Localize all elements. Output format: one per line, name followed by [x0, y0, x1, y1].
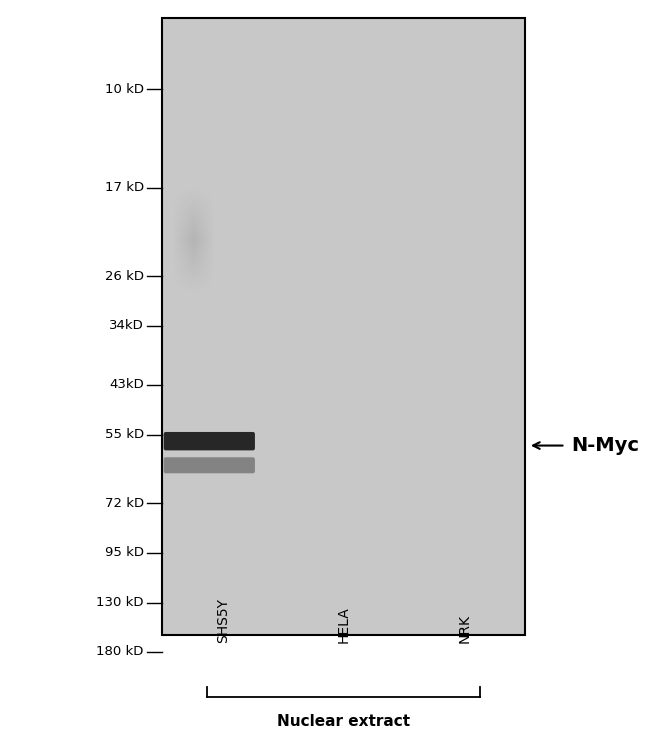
Text: 43kD: 43kD: [109, 378, 144, 391]
Bar: [162, 18, 525, 636]
Text: 10 kD: 10 kD: [105, 83, 144, 95]
Text: 17 kD: 17 kD: [105, 181, 144, 194]
Text: 55 kD: 55 kD: [105, 428, 144, 441]
Text: 26 kD: 26 kD: [105, 270, 144, 283]
Text: NRK: NRK: [458, 614, 471, 643]
FancyBboxPatch shape: [164, 457, 255, 474]
FancyArrowPatch shape: [533, 442, 563, 449]
FancyBboxPatch shape: [164, 432, 255, 450]
Text: 130 kD: 130 kD: [96, 596, 144, 609]
Text: N-Myc: N-Myc: [572, 436, 640, 455]
Text: 180 kD: 180 kD: [96, 645, 144, 658]
Text: SHS5Y: SHS5Y: [216, 598, 230, 643]
Text: Nuclear extract: Nuclear extract: [277, 715, 410, 729]
Text: HELA: HELA: [337, 606, 350, 643]
Text: 95 kD: 95 kD: [105, 546, 144, 559]
Text: 34kD: 34kD: [109, 320, 144, 332]
Text: 72 kD: 72 kD: [105, 497, 144, 509]
